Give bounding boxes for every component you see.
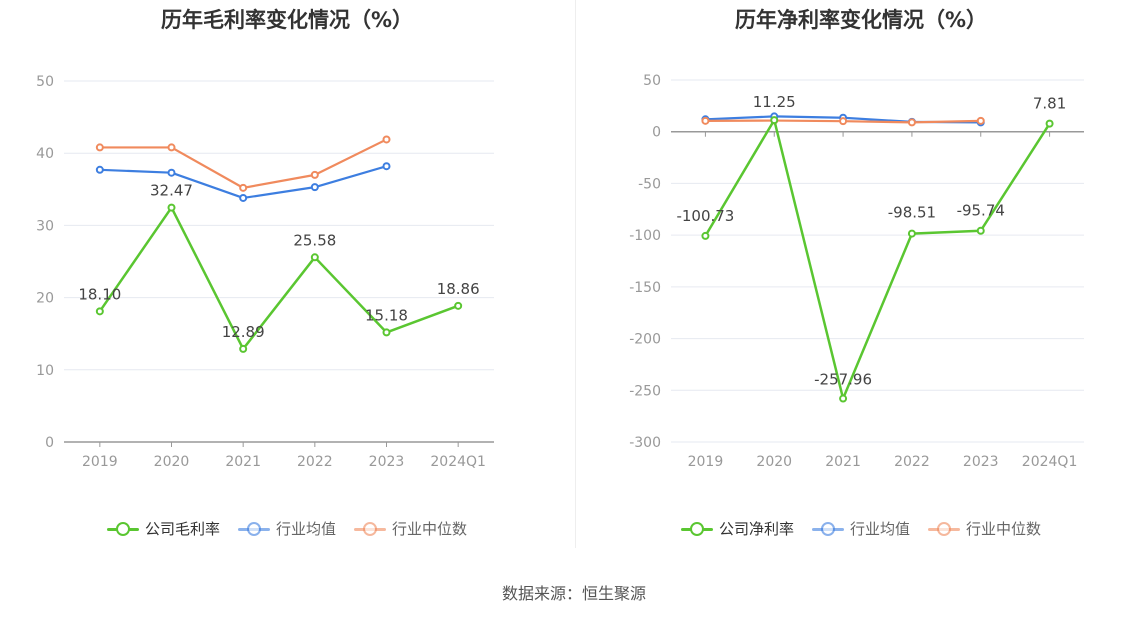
y-tick-label: 20 bbox=[36, 291, 54, 307]
legend-label: 公司净利率 bbox=[718, 520, 794, 538]
data-label: 15.18 bbox=[365, 306, 408, 324]
x-tick-label: 2022 bbox=[894, 454, 930, 470]
series-line-industry-median bbox=[99, 138, 387, 189]
y-tick-label: 10 bbox=[36, 363, 54, 379]
data-label: 25.58 bbox=[293, 231, 336, 249]
data-point bbox=[382, 162, 391, 171]
y-tick-label: -150 bbox=[629, 280, 661, 296]
data-point bbox=[239, 183, 248, 192]
legend-marker-icon bbox=[237, 521, 270, 536]
data-point bbox=[770, 116, 779, 125]
data-label: -100.73 bbox=[676, 207, 734, 225]
series-line-company bbox=[98, 206, 459, 351]
y-tick-label: -50 bbox=[638, 176, 661, 192]
legend-item-industry-mean[interactable]: 行业均值 bbox=[237, 518, 336, 539]
y-tick-label: -100 bbox=[629, 228, 661, 244]
y-tick-label: 40 bbox=[36, 146, 54, 162]
data-point bbox=[907, 229, 916, 238]
data-label: 18.10 bbox=[78, 285, 121, 303]
data-point bbox=[976, 226, 985, 235]
legend-item-industry-median[interactable]: 行业中位数 bbox=[354, 518, 467, 539]
data-point bbox=[907, 118, 916, 127]
legend-marker-icon bbox=[928, 521, 960, 536]
data-point bbox=[310, 253, 319, 262]
data-point bbox=[95, 143, 104, 152]
y-tick-label: 30 bbox=[36, 218, 54, 234]
y-tick-label: -250 bbox=[629, 383, 661, 399]
data-point bbox=[95, 307, 104, 316]
data-point bbox=[167, 168, 176, 177]
y-tick-label: 0 bbox=[45, 435, 54, 451]
chart-title: 历年毛利率变化情况（%） bbox=[160, 8, 414, 32]
data-point bbox=[239, 344, 248, 353]
legend-marker-icon bbox=[811, 521, 844, 536]
legend-label: 行业均值 bbox=[275, 520, 336, 538]
net-margin-chart: 历年净利率变化情况（%） 50 0 -50 -100 -150 -200 -250 -300 2… bbox=[574, 0, 1148, 560]
series-line-company bbox=[704, 118, 1051, 400]
data-source: 数据来源：恒生聚源 bbox=[501, 584, 646, 603]
x-tick-label: 2022 bbox=[297, 454, 333, 470]
data-point bbox=[167, 203, 176, 212]
data-point bbox=[454, 301, 463, 310]
data-point bbox=[701, 116, 710, 125]
data-label: 7.81 bbox=[1033, 95, 1066, 113]
x-tick-label: 2019 bbox=[688, 454, 724, 470]
y-tick-label: -200 bbox=[629, 332, 661, 348]
legend-item-industry-mean[interactable]: 行业均值 bbox=[811, 518, 910, 539]
data-label: 18.86 bbox=[437, 280, 480, 298]
x-tick-label: 2020 bbox=[756, 454, 792, 470]
panel-divider bbox=[575, 0, 576, 548]
y-tick-label: -300 bbox=[629, 435, 661, 451]
data-point bbox=[1045, 119, 1054, 128]
x-tick-label: 2021 bbox=[825, 454, 861, 470]
gross-margin-chart: 历年毛利率变化情况（%） 50 40 30 20 10 0 2019 2020 2021 2022… bbox=[0, 0, 574, 560]
x-tick-label: 2023 bbox=[369, 454, 405, 470]
x-tick-label: 2020 bbox=[154, 454, 190, 470]
data-label: 11.25 bbox=[753, 93, 796, 111]
data-label: 32.47 bbox=[150, 182, 193, 200]
x-tick-label: 2024Q1 bbox=[1022, 454, 1078, 470]
data-point bbox=[239, 193, 248, 202]
data-point bbox=[976, 116, 985, 125]
legend-label: 行业均值 bbox=[849, 520, 910, 538]
data-point bbox=[382, 135, 391, 144]
data-point bbox=[382, 328, 391, 337]
legend: 公司毛利率 行业均值 行业中位数 bbox=[0, 518, 574, 539]
legend-label: 公司毛利率 bbox=[144, 520, 220, 538]
data-label: -257.96 bbox=[814, 371, 872, 389]
net-margin-plot: 50 0 -50 -100 -150 -200 -250 -300 2019 2020 2021 20… bbox=[629, 73, 1084, 470]
gross-margin-plot: 50 40 30 20 10 0 2019 2020 2021 2022 2023 2024Q1 18.… bbox=[36, 74, 494, 470]
data-label: 12.89 bbox=[222, 323, 265, 341]
legend-label: 行业中位数 bbox=[966, 520, 1042, 538]
data-point bbox=[310, 183, 319, 192]
x-tick-label: 2024Q1 bbox=[430, 454, 486, 470]
data-point bbox=[95, 165, 104, 174]
legend-item-industry-median[interactable]: 行业中位数 bbox=[928, 518, 1041, 539]
x-tick-label: 2023 bbox=[963, 454, 999, 470]
legend: 公司净利率 行业均值 行业中位数 bbox=[574, 518, 1148, 539]
y-tick-label: 0 bbox=[652, 125, 661, 141]
data-point bbox=[839, 117, 848, 126]
y-tick-label: 50 bbox=[643, 73, 661, 89]
data-label: -95.74 bbox=[957, 202, 1005, 220]
data-label: -98.51 bbox=[888, 204, 936, 222]
chart-title: 历年净利率变化情况（%） bbox=[734, 8, 988, 32]
x-tick-label: 2019 bbox=[82, 454, 118, 470]
legend-item-company[interactable]: 公司净利率 bbox=[680, 518, 794, 539]
x-tick-label: 2021 bbox=[225, 454, 261, 470]
data-point bbox=[701, 231, 710, 240]
y-tick-label: 50 bbox=[36, 74, 54, 90]
data-point bbox=[167, 143, 176, 152]
series-line-industry-mean bbox=[99, 165, 387, 200]
legend-item-company[interactable]: 公司毛利率 bbox=[106, 518, 220, 539]
legend-marker-icon bbox=[106, 521, 139, 536]
data-point bbox=[839, 394, 848, 403]
data-point bbox=[310, 170, 319, 179]
legend-marker-icon bbox=[354, 521, 386, 536]
legend-label: 行业中位数 bbox=[392, 520, 468, 538]
legend-marker-icon bbox=[680, 521, 713, 536]
